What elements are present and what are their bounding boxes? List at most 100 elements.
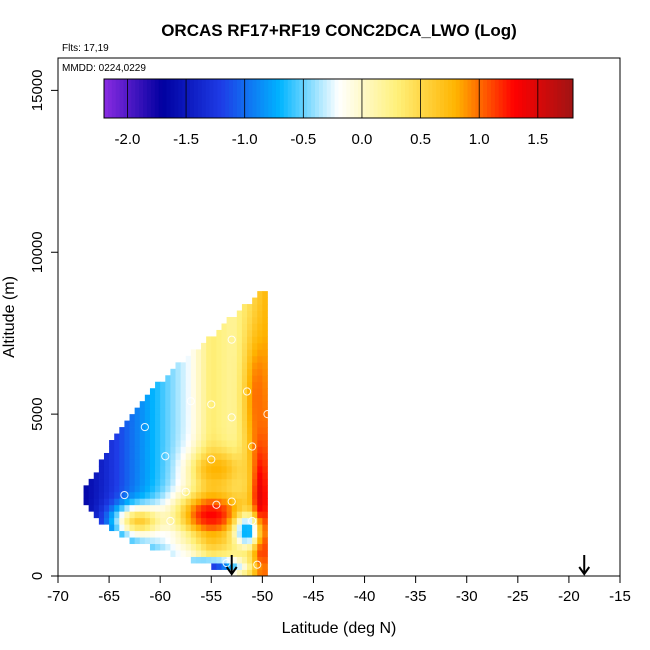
heatmap-cell	[211, 478, 217, 486]
heatmap-cell	[175, 414, 182, 422]
heatmap-cell	[262, 381, 268, 389]
heatmap-cell	[226, 465, 233, 473]
heatmap-cell	[221, 465, 227, 473]
heatmap-cell	[175, 478, 182, 486]
heatmap-cell	[149, 511, 156, 519]
heatmap-cell	[195, 440, 202, 447]
heatmap-cell	[175, 524, 182, 532]
heatmap-cell	[221, 394, 227, 402]
heatmap-cell	[262, 375, 268, 383]
heatmap-cell	[129, 504, 136, 512]
heatmap-cell	[201, 459, 207, 467]
heatmap-cell	[109, 459, 115, 467]
heatmap-cell	[160, 504, 166, 512]
heatmap-cell	[236, 375, 243, 383]
heatmap-cell	[211, 459, 217, 467]
heatmap-cell	[155, 517, 161, 525]
heatmap-cell	[247, 394, 253, 402]
colorbar-segment	[389, 79, 394, 118]
heatmap-cell	[109, 504, 115, 512]
heatmap-cell	[206, 478, 212, 486]
heatmap-cell	[257, 336, 263, 344]
heatmap-cell	[129, 465, 136, 473]
heatmap-cell	[103, 485, 110, 493]
heatmap-cell	[257, 349, 263, 357]
heatmap-cell	[175, 504, 182, 512]
heatmap-cell	[124, 530, 130, 538]
heatmap-cell	[216, 537, 222, 545]
heatmap-cell	[170, 433, 176, 441]
heatmap-cell	[262, 349, 268, 357]
heatmap-cell	[165, 414, 171, 422]
heatmap-cell	[211, 336, 217, 344]
heatmap-cell	[180, 537, 187, 545]
heatmap-cell	[93, 504, 100, 512]
heatmap-cell	[206, 355, 212, 363]
heatmap-cell	[257, 446, 263, 454]
colorbar-segment	[342, 79, 347, 118]
heatmap-cell	[252, 472, 258, 480]
heatmap-cell	[236, 381, 243, 389]
heatmap-cell	[206, 394, 212, 402]
heatmap-cell	[201, 537, 207, 545]
heatmap-cell	[185, 433, 192, 441]
heatmap-cell	[190, 485, 197, 493]
heatmap-cell	[160, 427, 166, 434]
heatmap-cell	[134, 498, 141, 506]
heatmap-cell	[236, 485, 243, 493]
heatmap-cell	[149, 498, 156, 506]
heatmap-cell	[201, 452, 207, 460]
arrow-marker	[225, 555, 238, 576]
heatmap-cell	[252, 388, 258, 396]
heatmap-cell	[201, 414, 207, 422]
heatmap-cell	[124, 478, 130, 486]
heatmap-cell	[252, 524, 258, 532]
heatmap-cell	[201, 342, 207, 350]
heatmap-cell	[247, 349, 253, 357]
heatmap-cell	[165, 485, 171, 493]
heatmap-cell	[236, 550, 243, 557]
heatmap-cell	[170, 394, 176, 402]
heatmap-cell	[262, 368, 268, 376]
heatmap-cell	[216, 524, 222, 532]
colorbar-segment	[322, 79, 328, 118]
heatmap-cell	[149, 459, 156, 467]
heatmap-cell	[241, 420, 248, 428]
heatmap-cell	[129, 478, 136, 486]
heatmap-cell	[201, 446, 207, 454]
heatmap-cell	[195, 472, 202, 480]
heatmap-cell	[139, 433, 146, 441]
heatmap-cell	[241, 569, 248, 577]
sample-marker	[212, 500, 221, 509]
heatmap-cell	[216, 472, 222, 480]
heatmap-cell	[216, 498, 222, 506]
heatmap-cell	[262, 504, 268, 512]
heatmap-cell	[114, 440, 120, 447]
heatmap-cell	[144, 537, 151, 545]
heatmap-cell	[262, 304, 268, 311]
colorbar-segment	[162, 79, 168, 118]
heatmap-cell	[241, 440, 248, 447]
heatmap-cell	[185, 504, 192, 512]
heatmap-cell	[216, 563, 222, 570]
heatmap-cell	[119, 491, 125, 499]
heatmap-cell	[236, 556, 243, 564]
heatmap-cell	[129, 440, 136, 447]
heatmap-cell	[211, 543, 217, 551]
heatmap-cell	[190, 504, 197, 512]
colorbar-segment	[260, 79, 265, 118]
heatmap-cell	[170, 440, 176, 447]
heatmap-cell	[134, 465, 141, 473]
heatmap-cell	[252, 563, 258, 570]
heatmap-cell	[195, 362, 202, 370]
colorbar-segment	[221, 79, 226, 118]
heatmap-cell	[98, 485, 105, 493]
heatmap-cell	[124, 420, 130, 428]
heatmap-cell	[165, 446, 171, 454]
colorbar-segment	[565, 79, 570, 118]
heatmap-cell	[129, 498, 136, 506]
heatmap-cell	[165, 401, 171, 409]
heatmap-cell	[247, 433, 253, 441]
heatmap-cell	[155, 420, 161, 428]
heatmap-cell	[134, 433, 141, 441]
